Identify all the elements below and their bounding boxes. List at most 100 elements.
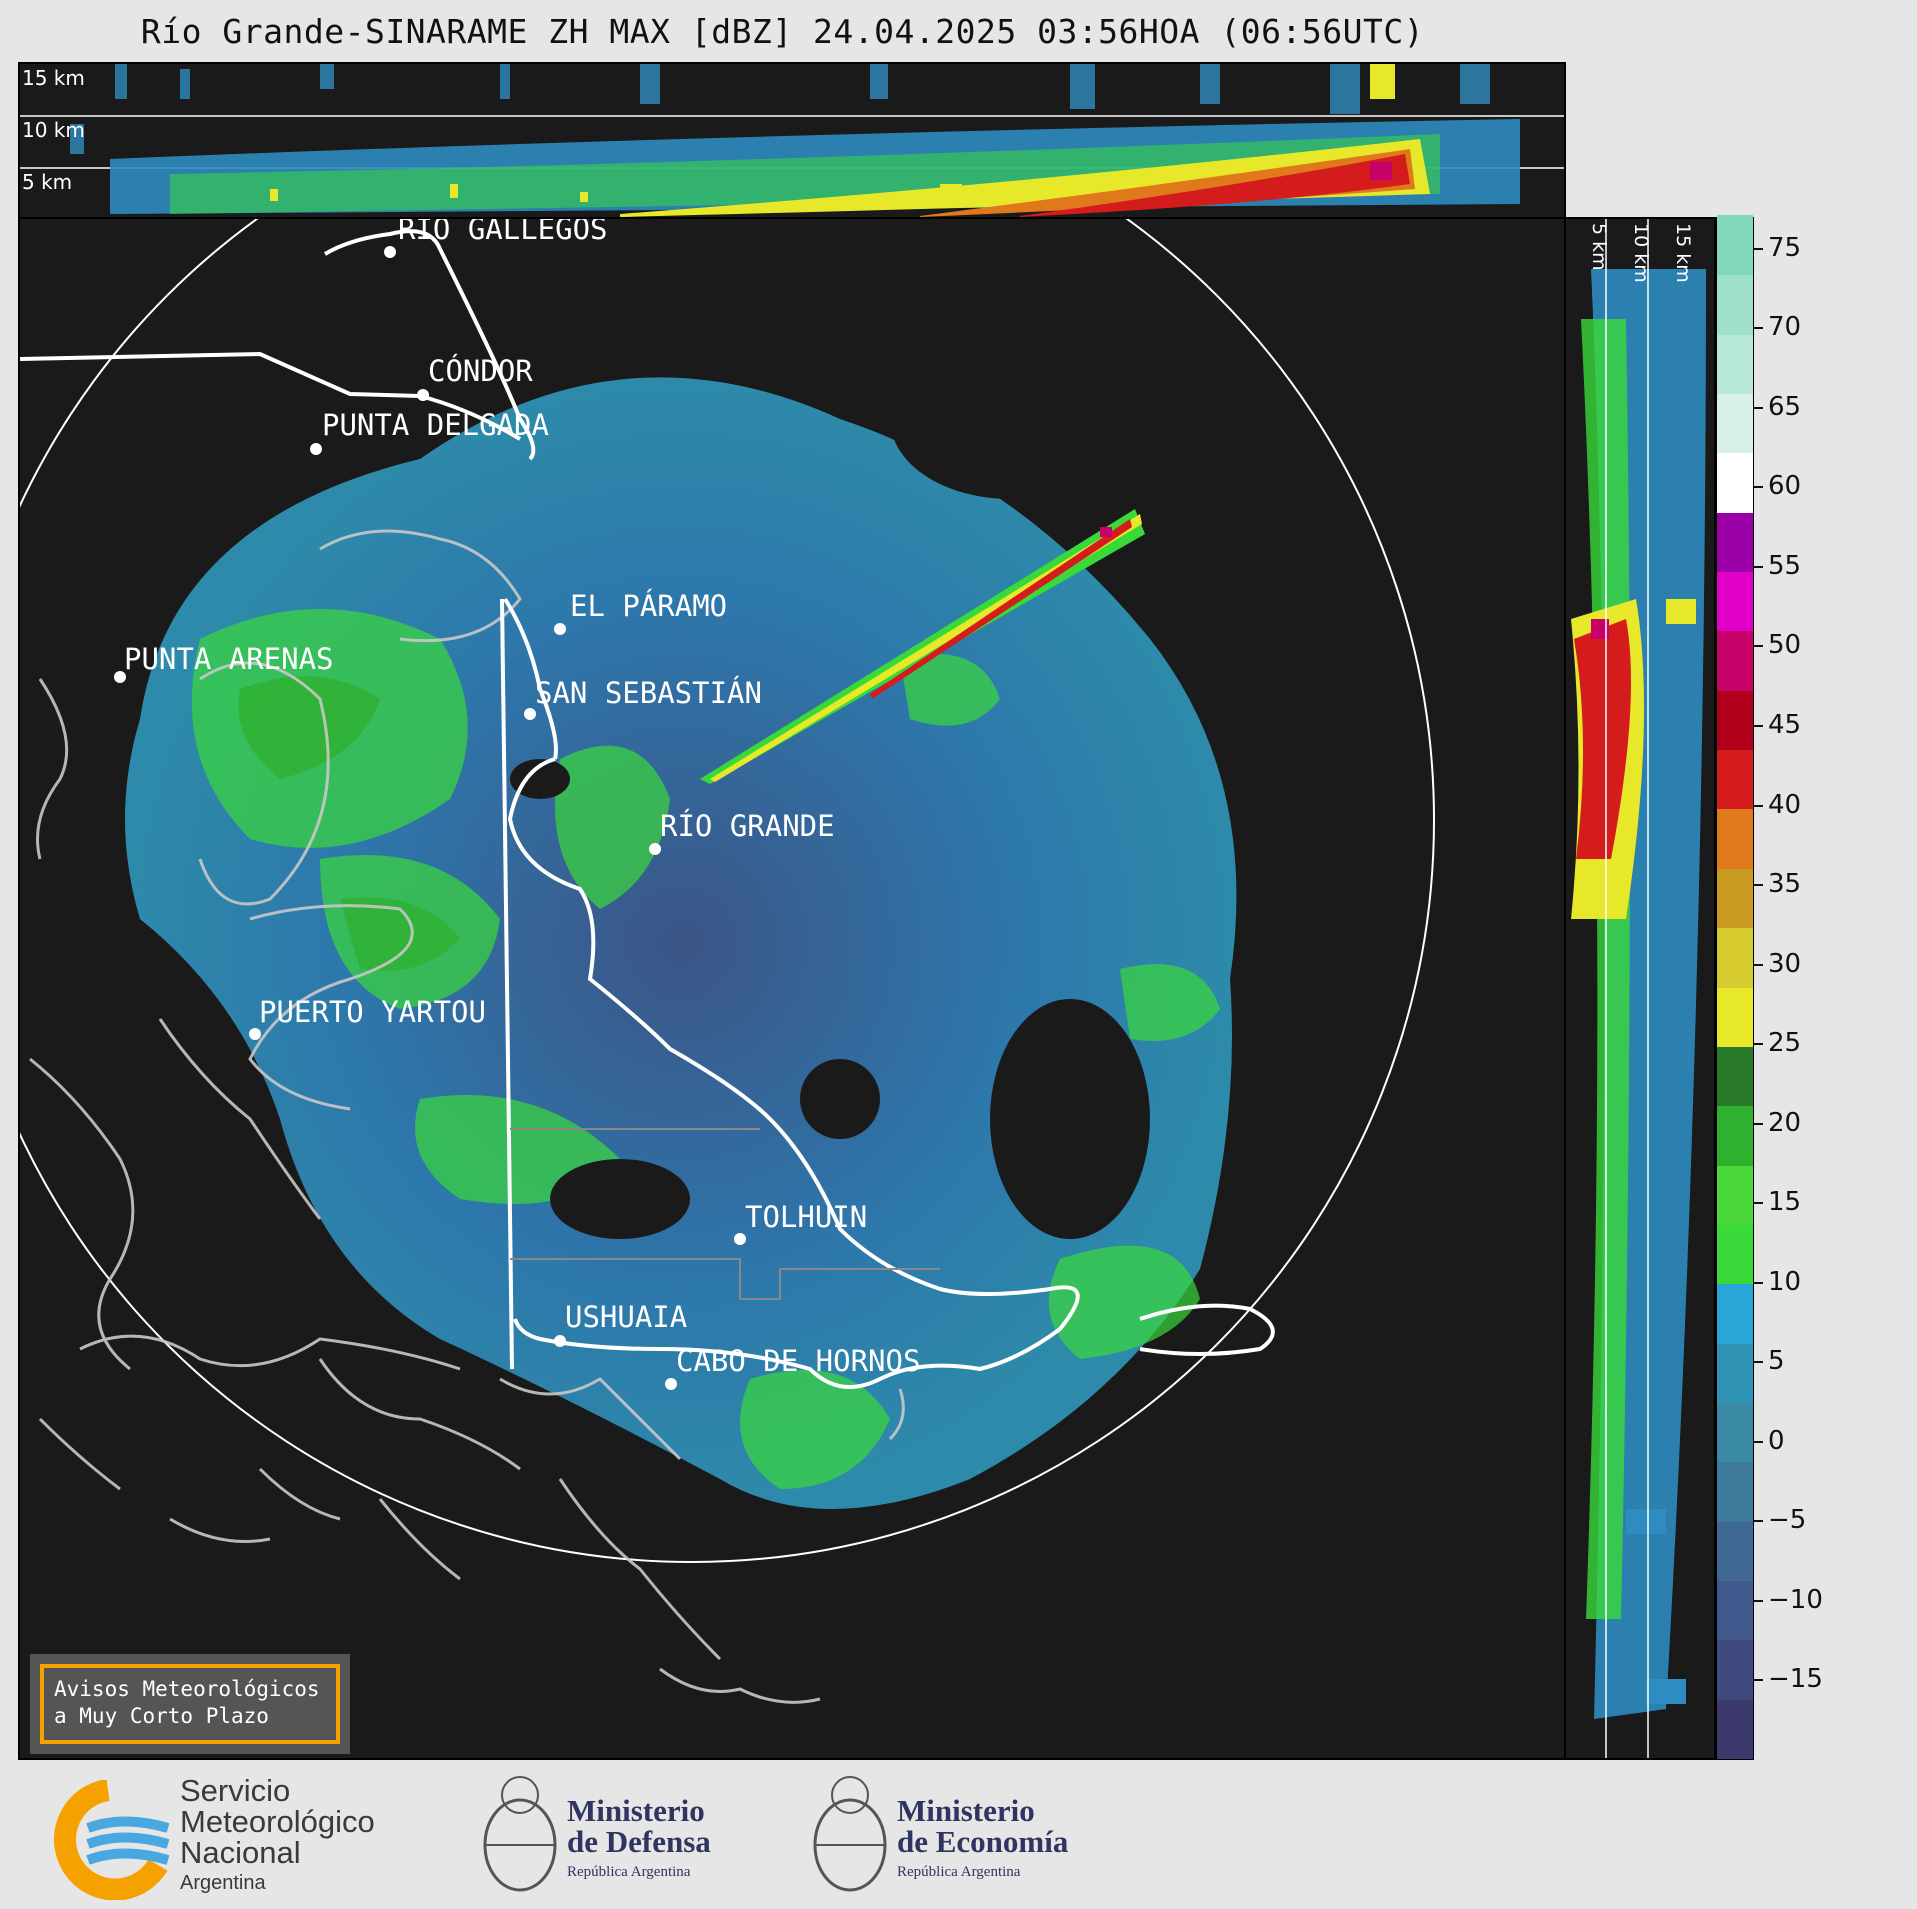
colorbar-segment: [1717, 1461, 1753, 1522]
colorbar-tick-label: −5: [1768, 1505, 1807, 1536]
colorbar-segment: [1717, 1223, 1753, 1285]
colorbar-segment: [1717, 1520, 1753, 1581]
colorbar-segment: [1717, 749, 1753, 810]
label-ushuaia: USHUAIA: [565, 1300, 687, 1334]
notice-line-2: a Muy Corto Plazo: [54, 1704, 269, 1728]
colorbar-tick-label: 60: [1768, 471, 1802, 502]
dbz-colorbar: [1716, 215, 1754, 1760]
smn-line-2: Meteorológico: [180, 1804, 375, 1839]
top-level-label-10km: 10 km: [22, 118, 85, 142]
marker-puerto-yartou: [249, 1028, 261, 1040]
colorbar-segment: [1717, 1283, 1753, 1344]
colorbar-tick-mark: [1754, 247, 1763, 250]
marker-el-paramo: [554, 623, 566, 635]
marker-rio-grande: [649, 843, 661, 855]
economia-logo-text: Ministerio de Economía República Argenti…: [897, 1795, 1068, 1888]
colorbar-segment: [1717, 1639, 1753, 1700]
economia-sub: República Argentina: [897, 1864, 1021, 1880]
label-rio-grande: RÍO GRANDE: [660, 809, 835, 843]
label-san-sebastian: SAN SEBASTIÁN: [535, 676, 762, 710]
radar-map: RÍO GALLEGOS CÓNDOR PUNTA DELGADA EL PÁR…: [20, 219, 1435, 1704]
top-level-label-15km: 15 km: [22, 66, 85, 90]
coastlines: [29, 529, 905, 1704]
marker-san-sebastian: [524, 708, 536, 720]
label-punta-delgada: PUNTA DELGADA: [322, 408, 549, 442]
colorbar-segment: [1717, 1164, 1753, 1225]
economia-line-2: de Economía: [897, 1824, 1069, 1859]
colorbar-tick-mark: [1754, 963, 1763, 966]
colorbar-tick-label: 5: [1768, 1346, 1785, 1377]
defensa-logo-text: Ministerio de Defensa República Argentin…: [567, 1795, 711, 1888]
defensa-sub: República Argentina: [567, 1864, 691, 1880]
colorbar-segment: [1717, 511, 1753, 573]
colorbar-segment: [1717, 986, 1753, 1047]
colorbar-tick-mark: [1754, 725, 1763, 728]
label-condor: CÓNDOR: [428, 354, 533, 388]
colorbar-tick-mark: [1754, 1202, 1763, 1205]
defensa-line-1: Ministerio: [567, 1793, 705, 1828]
colorbar-segment: [1717, 630, 1753, 691]
colorbar-tick-mark: [1754, 1599, 1763, 1602]
logo-footer: Servicio Meteorológico Nacional Argentin…: [0, 1760, 1917, 1909]
colorbar-segment: [1717, 1045, 1753, 1107]
smn-line-3: Nacional: [180, 1835, 301, 1870]
colorbar-tick-label: 30: [1768, 948, 1802, 979]
colorbar-segment: [1717, 274, 1753, 335]
colorbar-tick-mark: [1754, 884, 1763, 887]
marker-condor: [417, 389, 429, 401]
colorbar-segment: [1717, 808, 1753, 869]
colorbar-tick-label: 25: [1768, 1028, 1802, 1059]
right-level-label-10km: 10 km: [1630, 223, 1652, 283]
colorbar-segment: [1717, 452, 1753, 513]
colorbar-segment: [1717, 1698, 1753, 1759]
right-level-label-5km: 5 km: [1588, 223, 1610, 271]
colorbar-segment: [1717, 867, 1753, 929]
colorbar-tick-mark: [1754, 1679, 1763, 1682]
colorbar-tick-mark: [1754, 645, 1763, 648]
colorbar-segment: [1717, 571, 1753, 632]
colorbar-segment: [1717, 689, 1753, 751]
marker-tolhuin: [734, 1233, 746, 1245]
colorbar-tick-label: 65: [1768, 391, 1802, 422]
smn-logo-icon: [54, 1780, 170, 1900]
colorbar-tick-mark: [1754, 1520, 1763, 1523]
notice-line-1: Avisos Meteorológicos: [54, 1677, 320, 1701]
colorbar-tick-mark: [1754, 804, 1763, 807]
colorbar-tick-label: 0: [1768, 1425, 1785, 1456]
marker-punta-arenas: [114, 671, 126, 683]
colorbar-tick-mark: [1754, 1122, 1763, 1125]
colorbar-tick-label: 10: [1768, 1266, 1802, 1297]
right-cross-section-echoes: [1571, 219, 1706, 1758]
colorbar-tick-mark: [1754, 1361, 1763, 1364]
range-ring: [20, 219, 1435, 1563]
colorbar-segment: [1717, 1579, 1753, 1641]
label-punta-arenas: PUNTA ARENAS: [124, 642, 334, 676]
marker-rio-gallegos: [384, 246, 396, 258]
colorbar-segment: [1717, 1401, 1753, 1463]
colorbar-tick-label: 45: [1768, 710, 1802, 741]
colorbar-tick-mark: [1754, 1281, 1763, 1284]
label-cabo-de-hornos: CABO DE HORNOS: [676, 1344, 920, 1378]
label-rio-gallegos: RÍO GALLEGOS: [398, 219, 608, 246]
colorbar-tick-label: 75: [1768, 232, 1802, 263]
colorbar-tick-mark: [1754, 406, 1763, 409]
right-level-label-15km: 15 km: [1672, 223, 1694, 283]
colorbar-segment: [1717, 393, 1753, 454]
borders: [20, 229, 1275, 1389]
colorbar-tick-label: 40: [1768, 789, 1802, 820]
colorbar-tick-mark: [1754, 565, 1763, 568]
marker-punta-delgada: [310, 443, 322, 455]
marker-cabo-de-hornos: [665, 1378, 677, 1390]
right-cross-section-panel: 5 km 10 km 15 km: [1564, 217, 1716, 1760]
notice-box: Avisos Meteorológicos a Muy Corto Plazo: [30, 1654, 350, 1754]
colorbar-tick-label: 50: [1768, 630, 1802, 661]
colorbar-tick-mark: [1754, 327, 1763, 330]
echo-spike: [700, 509, 1145, 784]
smn-logo-text: Servicio Meteorológico Nacional Argentin…: [180, 1775, 375, 1899]
colorbar-segment: [1717, 215, 1753, 276]
economia-line-1: Ministerio: [897, 1793, 1035, 1828]
label-puerto-yartou: PUERTO YARTOU: [259, 995, 486, 1029]
label-tolhuin: TOLHUIN: [745, 1200, 867, 1234]
top-cross-section-panel: 15 km 10 km 5 km: [18, 62, 1566, 219]
label-el-paramo: EL PÁRAMO: [570, 589, 727, 623]
